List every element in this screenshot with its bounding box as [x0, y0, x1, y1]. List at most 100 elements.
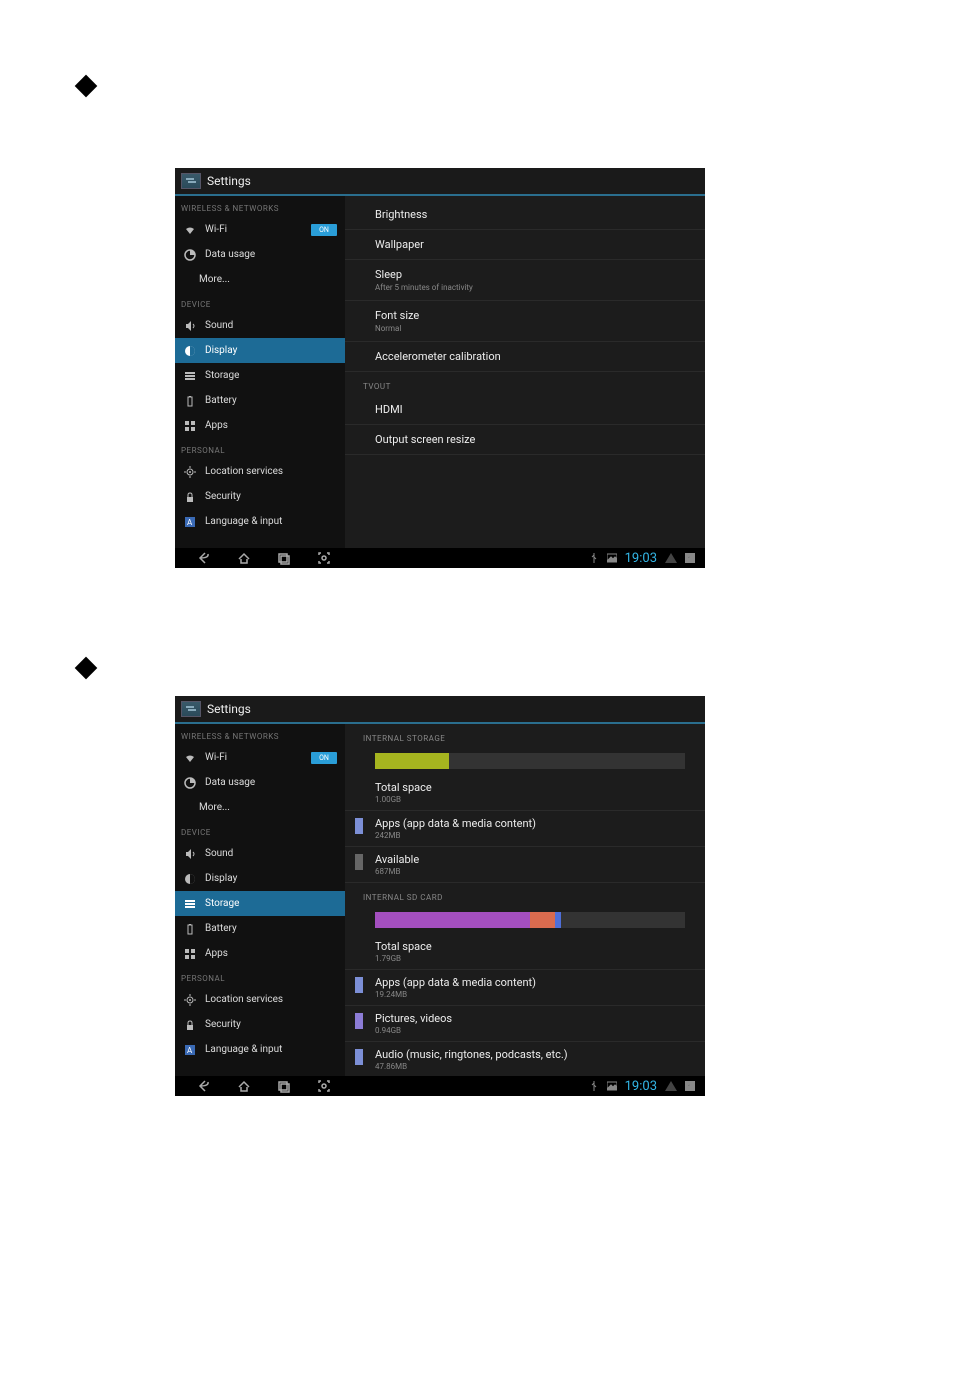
storage-row-apps[interactable]: Apps (app data & media content)19.24MB [345, 970, 705, 1006]
home-icon[interactable] [237, 551, 251, 565]
storage-value: 47.86MB [375, 1062, 568, 1071]
settings-app-icon [181, 701, 201, 717]
sidebar-label: Storage [205, 370, 239, 381]
detail-item-resize[interactable]: Output screen resize [345, 425, 705, 455]
sidebar-label: Sound [205, 320, 233, 331]
settings-sidebar: WIRELESS & NETWORKS Wi-Fi ON Data usage … [175, 724, 345, 1076]
picture-icon [607, 553, 617, 563]
detail-header-internal: INTERNAL STORAGE [345, 724, 705, 747]
sidebar-item-data-usage[interactable]: Data usage [175, 242, 345, 267]
picture-icon [607, 1081, 617, 1091]
detail-item-wallpaper[interactable]: Wallpaper [345, 230, 705, 260]
detail-item-brightness[interactable]: Brightness [345, 200, 705, 230]
storage-icon [183, 898, 197, 910]
battery-status-icon [685, 1081, 695, 1091]
storage-label: Total space [375, 940, 432, 953]
battery-status-icon [685, 553, 695, 563]
storage-row-total[interactable]: Total space1.79GB [345, 934, 705, 970]
usb-icon [589, 1081, 599, 1091]
sidebar-item-location[interactable]: Location services [175, 987, 345, 1012]
sidebar-item-language[interactable]: A Language & input [175, 1037, 345, 1062]
storage-value: 687MB [375, 867, 419, 876]
storage-row-apps[interactable]: Apps (app data & media content)242MB [345, 811, 705, 847]
wifi-toggle[interactable]: ON [311, 224, 337, 236]
sidebar-label: Language & input [205, 516, 282, 527]
screenshot-icon[interactable] [317, 551, 331, 565]
storage-swatch [355, 854, 363, 870]
sidebar-item-data-usage[interactable]: Data usage [175, 770, 345, 795]
storage-row-available[interactable]: Available687MB [345, 847, 705, 883]
sidebar-item-storage[interactable]: Storage [175, 891, 345, 916]
section-header-personal: PERSONAL [175, 438, 345, 459]
sidebar-item-sound[interactable]: Sound [175, 313, 345, 338]
sidebar-item-wifi[interactable]: Wi-Fi ON [175, 217, 345, 242]
signal-icon [665, 1081, 677, 1091]
section-header-device: DEVICE [175, 820, 345, 841]
nav-buttons [175, 1079, 331, 1093]
sidebar-item-storage[interactable]: Storage [175, 363, 345, 388]
detail-header-sdcard: INTERNAL SD CARD [345, 883, 705, 906]
detail-label: Brightness [375, 208, 705, 221]
title-bar: Settings [175, 168, 705, 196]
usb-icon [589, 553, 599, 563]
title-bar: Settings [175, 696, 705, 724]
storage-row-audio[interactable]: Audio (music, ringtones, podcasts, etc.)… [345, 1042, 705, 1077]
detail-item-hdmi[interactable]: HDMI [345, 395, 705, 425]
back-icon[interactable] [197, 1079, 211, 1093]
sidebar-item-battery[interactable]: Battery [175, 916, 345, 941]
sidebar-item-sound[interactable]: Sound [175, 841, 345, 866]
language-icon: A [183, 516, 197, 528]
location-icon [183, 466, 197, 478]
bullet-diamond [75, 75, 98, 98]
sidebar-item-more[interactable]: More... [175, 795, 345, 820]
sidebar-item-battery[interactable]: Battery [175, 388, 345, 413]
body-area: WIRELESS & NETWORKS Wi-Fi ON Data usage … [175, 196, 705, 548]
detail-label: Accelerometer calibration [375, 350, 705, 363]
data-usage-icon [183, 777, 197, 789]
storage-row-pictures[interactable]: Pictures, videos0.94GB [345, 1006, 705, 1042]
status-area[interactable]: 19:03 [589, 551, 705, 566]
wifi-toggle[interactable]: ON [311, 752, 337, 764]
wifi-icon [183, 224, 197, 236]
sidebar-item-language[interactable]: A Language & input [175, 509, 345, 534]
back-icon[interactable] [197, 551, 211, 565]
detail-item-accel[interactable]: Accelerometer calibration [345, 342, 705, 372]
clock: 19:03 [625, 1079, 657, 1094]
sidebar-item-display[interactable]: Display [175, 338, 345, 363]
sidebar-item-apps[interactable]: Apps [175, 413, 345, 438]
sidebar-item-more[interactable]: More... [175, 267, 345, 292]
storage-label: Audio (music, ringtones, podcasts, etc.) [375, 1048, 568, 1061]
sidebar-item-security[interactable]: Security [175, 1012, 345, 1037]
wifi-icon [183, 752, 197, 764]
sidebar-item-wifi[interactable]: Wi-Fi ON [175, 745, 345, 770]
sidebar-label: Display [205, 345, 237, 356]
body-area: WIRELESS & NETWORKS Wi-Fi ON Data usage … [175, 724, 705, 1076]
storage-value: 1.00GB [375, 795, 432, 804]
storage-swatch [355, 1049, 363, 1065]
sidebar-item-security[interactable]: Security [175, 484, 345, 509]
recent-icon[interactable] [277, 551, 291, 565]
svg-text:A: A [187, 518, 193, 527]
sidebar-label: More... [199, 802, 230, 813]
battery-icon [183, 923, 197, 935]
detail-item-fontsize[interactable]: Font size Normal [345, 301, 705, 342]
screenshot-icon[interactable] [317, 1079, 331, 1093]
location-icon [183, 994, 197, 1006]
sidebar-label: Sound [205, 848, 233, 859]
detail-label: HDMI [375, 403, 705, 416]
sound-icon [183, 320, 197, 332]
sidebar-label: Wi-Fi [205, 224, 227, 235]
settings-app-icon [181, 173, 201, 189]
home-icon[interactable] [237, 1079, 251, 1093]
section-header-wireless: WIRELESS & NETWORKS [175, 724, 345, 745]
detail-item-sleep[interactable]: Sleep After 5 minutes of inactivity [345, 260, 705, 301]
sidebar-label: Location services [205, 994, 283, 1005]
storage-row-total[interactable]: Total space1.00GB [345, 775, 705, 811]
sidebar-item-location[interactable]: Location services [175, 459, 345, 484]
sidebar-item-apps[interactable]: Apps [175, 941, 345, 966]
app-title: Settings [207, 174, 251, 188]
storage-swatch [355, 818, 363, 834]
status-area[interactable]: 19:03 [589, 1079, 705, 1094]
recent-icon[interactable] [277, 1079, 291, 1093]
sidebar-item-display[interactable]: Display [175, 866, 345, 891]
